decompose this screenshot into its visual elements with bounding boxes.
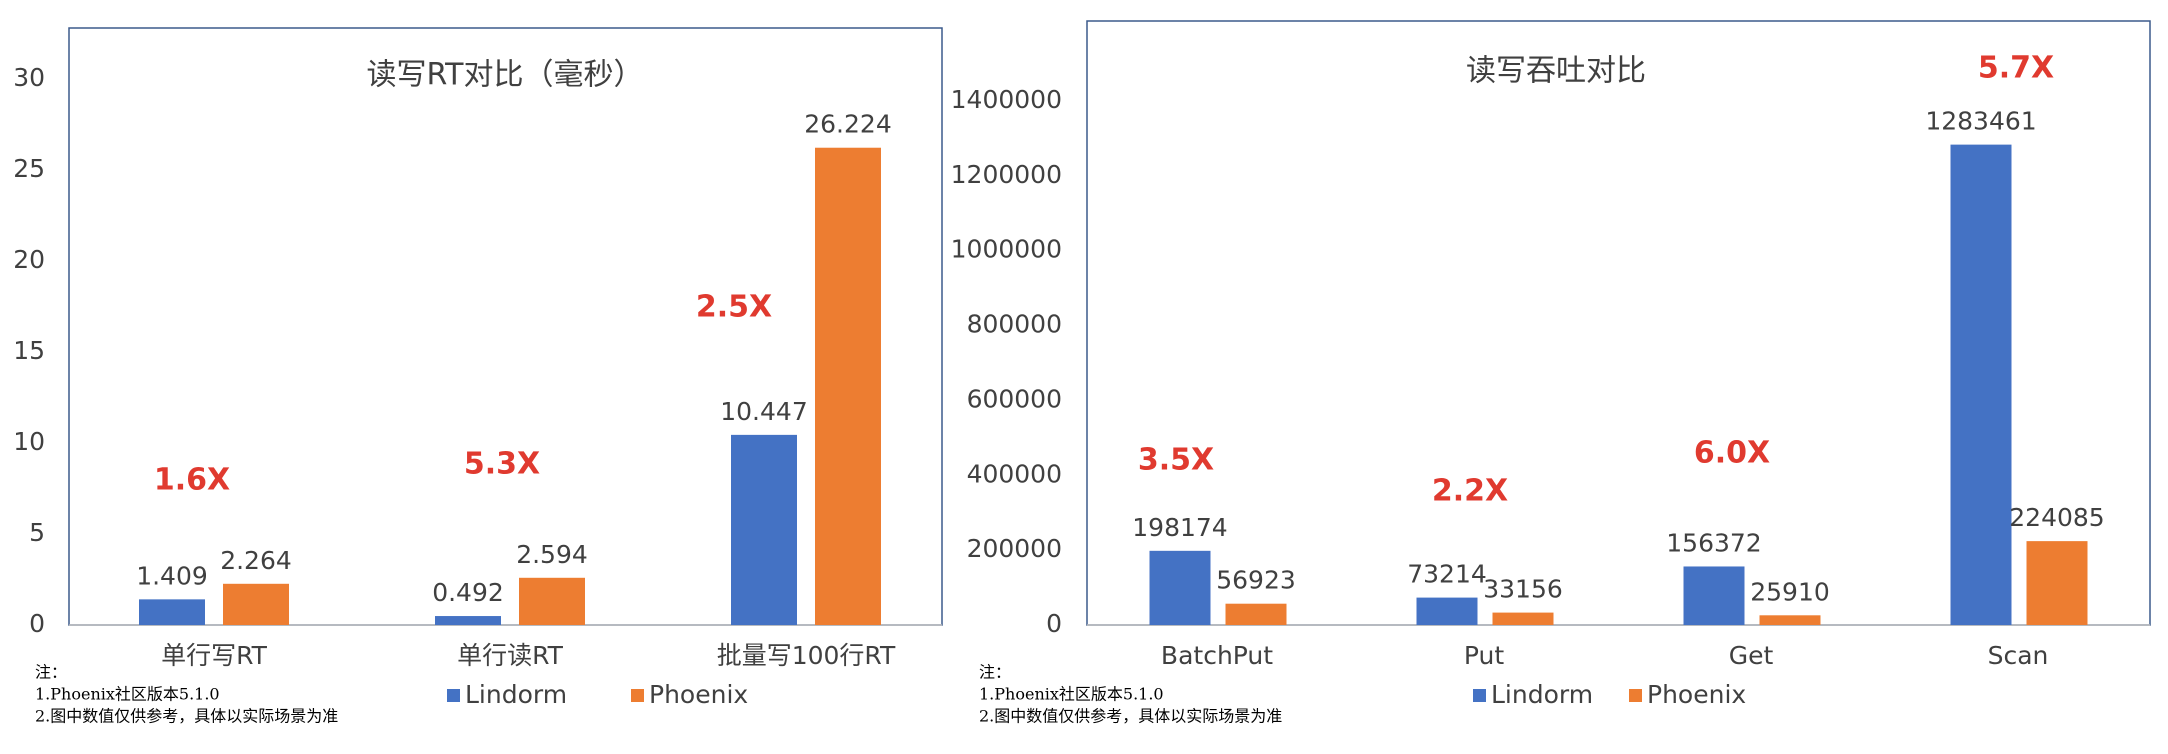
value-label: 1283461 [1925, 107, 2036, 136]
annotation: 5.7X [1978, 51, 2054, 86]
annotation: 6.0X [1694, 436, 1770, 471]
bar [435, 616, 501, 625]
value-label: 1.409 [136, 561, 208, 590]
bar [731, 434, 797, 625]
value-label: 25910 [1750, 577, 1830, 606]
value-label: 2.594 [516, 540, 588, 569]
bar [139, 599, 205, 625]
y-tick-label: 400000 [967, 459, 1062, 488]
y-tick-label: 200000 [967, 534, 1062, 563]
legend-swatch [1629, 689, 1642, 702]
annotation: 5.3X [464, 447, 540, 482]
y-tick-label: 0 [1046, 609, 1062, 638]
x-tick-label: BatchPut [1161, 641, 1273, 670]
value-label: 56923 [1216, 566, 1296, 595]
bar [1225, 603, 1287, 625]
bar [1416, 597, 1478, 625]
legend-label: Phoenix [1647, 680, 1746, 709]
x-tick-label: Put [1464, 641, 1504, 670]
y-tick-label: 20 [13, 245, 45, 274]
bar [519, 577, 585, 625]
note: 1.Phoenix社区版本5.1.0 [35, 685, 220, 704]
value-label: 0.492 [432, 578, 504, 607]
y-tick-label: 30 [13, 63, 45, 92]
x-tick-label: 单行写RT [161, 641, 268, 670]
legend-swatch [631, 689, 644, 702]
bar [1149, 550, 1211, 625]
y-tick-label: 1200000 [951, 160, 1062, 189]
y-tick-label: 800000 [967, 310, 1062, 339]
annotation: 3.5X [1138, 443, 1214, 478]
y-tick-label: 600000 [967, 384, 1062, 413]
annotation: 2.2X [1432, 474, 1508, 509]
legend-label: Phoenix [649, 680, 748, 709]
legend-swatch [1473, 689, 1486, 702]
x-tick-label: 单行读RT [457, 641, 564, 670]
bar [2026, 541, 2088, 625]
bar [1683, 566, 1745, 625]
y-tick-label: 5 [29, 518, 45, 547]
bar [1492, 612, 1554, 625]
y-tick-label: 0 [29, 609, 45, 638]
chart-title: 读写RT对比（毫秒） [367, 58, 644, 93]
x-tick-label: 批量写100行RT [717, 641, 896, 670]
bar [223, 583, 289, 625]
bar [815, 147, 881, 625]
x-tick-label: Scan [1988, 641, 2049, 670]
value-label: 224085 [2009, 503, 2104, 532]
value-label: 156372 [1666, 528, 1761, 557]
chart-title: 读写吞吐对比 [1466, 54, 1646, 89]
value-label: 198174 [1132, 513, 1227, 542]
note: 注： [35, 663, 67, 682]
value-label: 33156 [1483, 575, 1563, 604]
value-label: 2.264 [220, 546, 292, 575]
annotation: 1.6X [154, 463, 230, 498]
y-tick-label: 1000000 [951, 235, 1062, 264]
note: 2.图中数值仅供参考，具体以实际场景为准 [35, 707, 338, 726]
note: 2.图中数值仅供参考，具体以实际场景为准 [979, 707, 1282, 726]
bar [1950, 144, 2012, 625]
annotation: 2.5X [696, 290, 772, 325]
value-label: 73214 [1407, 560, 1487, 589]
y-tick-label: 15 [13, 336, 45, 365]
note: 注： [979, 663, 1011, 682]
note: 1.Phoenix社区版本5.1.0 [979, 685, 1164, 704]
y-tick-label: 10 [13, 427, 45, 456]
bar [1759, 615, 1821, 625]
legend-label: Lindorm [465, 680, 567, 709]
y-tick-label: 1400000 [951, 85, 1062, 114]
y-tick-label: 25 [13, 154, 45, 183]
legend-swatch [447, 689, 460, 702]
value-label: 10.447 [720, 397, 807, 426]
legend-label: Lindorm [1491, 680, 1593, 709]
value-label: 26.224 [804, 110, 891, 139]
x-tick-label: Get [1729, 641, 1774, 670]
